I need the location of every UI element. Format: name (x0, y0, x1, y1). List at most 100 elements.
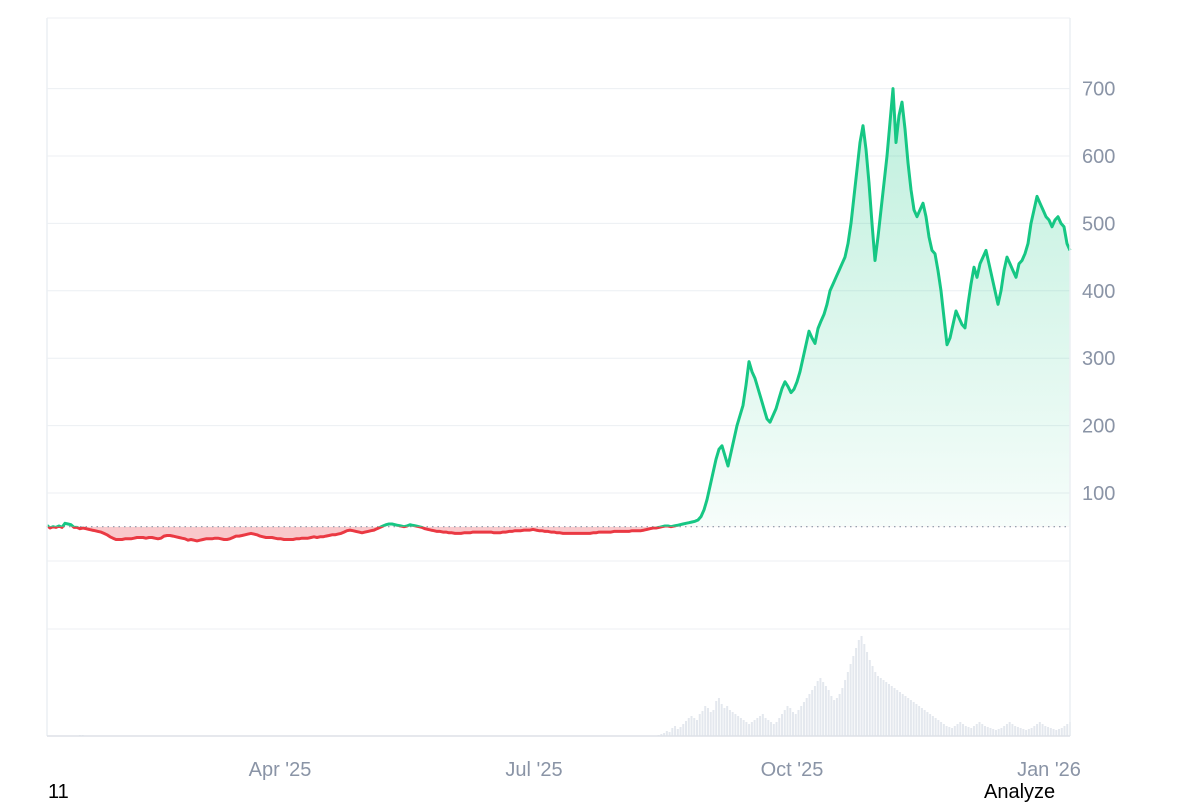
volume-bar (934, 718, 937, 736)
volume-bar (915, 704, 918, 736)
volume-bar (868, 660, 871, 736)
volume-bar (1044, 726, 1047, 736)
volume-bar (923, 710, 926, 736)
volume-bar (753, 720, 756, 736)
volume-bar (1011, 724, 1014, 736)
volume-bar (712, 710, 715, 736)
chart-frame (46, 18, 1071, 737)
volume-bar (959, 722, 962, 736)
volume-bar (877, 676, 880, 736)
x-tick-label: Jul '25 (505, 759, 562, 781)
volume-bar (887, 684, 890, 736)
y-tick-label: 500 (1082, 213, 1115, 235)
volume-bar (663, 733, 666, 736)
volume-bar (973, 726, 976, 736)
volume-bar (940, 722, 943, 736)
volume-bar (1008, 722, 1011, 736)
volume-bar (824, 686, 827, 736)
volume-bar (745, 722, 748, 736)
volume-bar (890, 686, 893, 736)
volume-bar (898, 692, 901, 736)
volume-bar (1027, 729, 1030, 736)
volume-bar (835, 698, 838, 736)
volume-bar (783, 710, 786, 736)
volume-bar (665, 731, 668, 736)
volume-bar (860, 636, 863, 736)
volume-bar (717, 698, 720, 736)
x-tick-label: Apr '25 (249, 759, 312, 781)
volume-bar (879, 678, 882, 736)
volume-bar (901, 694, 904, 736)
volume-bar (849, 664, 852, 736)
volume-bar (893, 688, 896, 736)
volume-bar (1041, 724, 1044, 736)
volume-bar (693, 718, 696, 736)
volume-bar (942, 724, 945, 736)
volume-bar (956, 724, 959, 736)
volume-bar (731, 712, 734, 736)
series-line-up (46, 87, 1072, 527)
volume-bar (967, 727, 970, 736)
volume-bar (808, 694, 811, 736)
volume-bar (750, 722, 753, 736)
volume-bar (909, 700, 912, 736)
analyze-link[interactable]: Analyze (984, 781, 1056, 803)
volume-bar (1003, 726, 1006, 736)
x-tick-label: Jan '26 (1017, 759, 1081, 781)
volume-bar (696, 720, 699, 736)
volume-bar (983, 726, 986, 736)
volume-bar (786, 706, 789, 736)
volume-bar (920, 708, 923, 736)
volume-bar (767, 720, 770, 736)
volume-bar (748, 724, 751, 736)
volume-bar (929, 714, 932, 736)
volume-bar (951, 728, 954, 736)
volume-bar (1019, 728, 1022, 736)
volume-bar (863, 644, 866, 736)
volume-bar (756, 718, 759, 736)
y-tick-label: 300 (1082, 348, 1115, 370)
volume-bar (698, 714, 701, 736)
volume-bar (986, 727, 989, 736)
volume-bar (660, 734, 663, 736)
volume-bar (794, 714, 797, 736)
volume-bar (904, 696, 907, 736)
volume-bar (781, 714, 784, 736)
volume-bar (931, 716, 934, 736)
volume-bar (739, 718, 742, 736)
volume-bar (723, 708, 726, 736)
volume-bar (896, 690, 899, 736)
y-tick-label: 200 (1082, 416, 1115, 438)
volume-bar (690, 716, 693, 736)
volume-bar (948, 727, 951, 736)
volume-bar (857, 640, 860, 736)
volume-bar (822, 682, 825, 736)
volume-bar (1016, 727, 1019, 736)
volume-bar (1066, 724, 1069, 736)
volume-bar (685, 721, 688, 736)
volume-bar (715, 701, 718, 736)
volume-bar (989, 728, 992, 736)
grid-lines (47, 17, 1070, 630)
volume-bar (775, 722, 778, 736)
volume-bar (800, 706, 803, 736)
volume-bar (962, 724, 965, 736)
volume-bar (816, 681, 819, 736)
volume-bar (1033, 726, 1036, 736)
y-tick-label: 600 (1082, 146, 1115, 168)
volume-bar (789, 708, 792, 736)
volume-bar (830, 696, 833, 736)
volume-bar (981, 724, 984, 736)
volume-bar (844, 680, 847, 736)
volume-bar (1052, 729, 1055, 736)
x-tick-label: Oct '25 (761, 759, 824, 781)
volume-bar (742, 720, 745, 736)
volume-bar (1022, 729, 1025, 736)
volume-bar (671, 728, 674, 736)
volume-bar (819, 678, 822, 736)
volume-bar (997, 729, 1000, 736)
volume-bar (676, 729, 679, 736)
volume-bar (772, 724, 775, 736)
volume-bar (1049, 728, 1052, 736)
volume-bar (682, 724, 685, 736)
